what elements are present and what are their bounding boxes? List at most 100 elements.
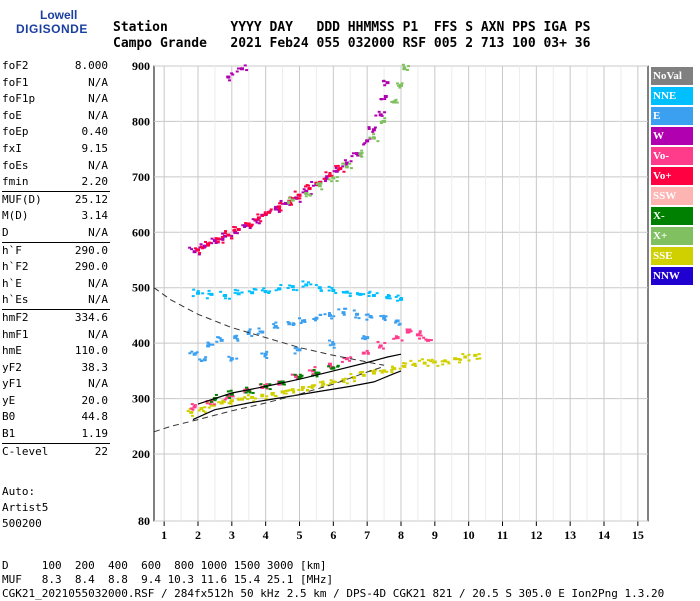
echo-mark-e	[363, 338, 367, 341]
param-value: N/A	[88, 75, 108, 89]
echo-mark-e	[229, 359, 233, 362]
param-row: h`F2 290.0	[2, 259, 110, 276]
echo-mark-sse	[417, 359, 421, 362]
echo-mark-w	[383, 94, 388, 98]
echo-mark-x	[395, 82, 399, 85]
legend-item-x: X-	[651, 207, 693, 225]
echo-mark-w	[192, 250, 197, 254]
echo-mark-nne	[375, 292, 379, 295]
echo-mark-nne	[330, 286, 334, 289]
echo-mark-x	[335, 176, 339, 179]
echo-mark-e	[368, 315, 373, 319]
echo-mark-x	[246, 389, 251, 393]
density-profile-dashed	[153, 287, 385, 366]
x-tick-label: 3	[229, 528, 235, 542]
echo-mark-e	[297, 317, 301, 320]
echo-mark-nne	[356, 292, 360, 295]
param-name: hmE	[2, 344, 22, 358]
echo-mark-e	[192, 352, 197, 356]
echo-mark-x	[383, 117, 387, 120]
param-row: foEs N/A	[2, 158, 110, 175]
echo-mark-sse	[385, 370, 389, 373]
echo-mark-w	[367, 127, 371, 130]
echo-mark-nne	[385, 296, 389, 299]
echo-mark-x	[304, 192, 308, 195]
param-name: foF2	[2, 59, 29, 72]
echo-mark-vo	[199, 245, 203, 248]
echo-mark-e	[327, 313, 332, 317]
echo-mark-nne	[195, 291, 200, 295]
echo-mark-sse	[329, 379, 333, 382]
echo-mark-e	[328, 312, 332, 315]
echo-mark-vo	[340, 360, 344, 363]
echo-mark-vo	[236, 228, 241, 232]
echo-mark-vo	[198, 252, 202, 255]
echo-mark-sse	[265, 395, 269, 398]
echo-mark-vo	[230, 237, 234, 240]
param-value: 20.0	[81, 393, 109, 407]
echo-mark-vo	[208, 241, 212, 244]
echo-mark-vo	[311, 373, 315, 376]
echo-mark-w	[277, 210, 281, 213]
param-value: N/A	[88, 108, 108, 122]
echo-mark-sse	[250, 395, 255, 399]
echo-mark-vo	[415, 333, 420, 337]
echo-mark-e	[384, 315, 388, 318]
echo-mark-x	[402, 67, 407, 71]
echo-mark-x	[225, 394, 229, 397]
echo-mark-vo	[295, 377, 299, 380]
param-value: N/A	[88, 327, 108, 341]
echo-mark-w	[363, 142, 367, 145]
echo-mark-nne	[301, 285, 305, 288]
echo-mark-nne	[219, 290, 223, 293]
echo-mark-e	[303, 320, 307, 323]
y-tick-label: 800	[132, 114, 150, 128]
echo-mark-e	[314, 316, 319, 320]
echo-mark-nne	[327, 285, 331, 288]
echo-mark-sse	[429, 360, 433, 363]
echo-mark-vo	[206, 244, 210, 247]
y-tick-label: 80	[138, 514, 150, 528]
y-tick-label: 700	[132, 170, 150, 184]
echo-mark-nne	[279, 284, 283, 287]
param-value: 334.6	[74, 310, 108, 324]
echo-mark-sse	[349, 373, 353, 376]
param-separator	[2, 241, 110, 243]
echo-mark-sse	[284, 389, 288, 392]
echo-mark-sse	[390, 371, 394, 374]
echo-mark-e	[236, 339, 240, 342]
echo-mark-e	[227, 355, 231, 358]
echo-mark-x	[248, 391, 252, 394]
echo-mark-e	[337, 308, 341, 311]
echo-mark-e	[327, 339, 331, 342]
echo-mark-sse	[436, 364, 440, 367]
echo-mark-x	[268, 383, 272, 386]
param-row: M(D) 3.14	[2, 208, 110, 225]
echo-mark-sse	[426, 364, 430, 367]
param-value: 1.19	[81, 427, 109, 441]
echo-mark-x	[317, 184, 322, 188]
echo-mark-w	[235, 232, 239, 235]
echo-mark-vo	[383, 341, 387, 344]
echo-mark-w	[243, 225, 247, 228]
echo-mark-sse	[413, 364, 417, 367]
echo-mark-w	[311, 184, 315, 187]
logo-line1: Lowell	[40, 8, 78, 22]
param-row: foEp 0.40	[2, 124, 110, 141]
echo-mark-e	[188, 352, 192, 355]
echo-mark-vo	[312, 370, 316, 373]
echo-mark-x	[327, 178, 331, 181]
y-tick-label: 400	[132, 336, 150, 350]
echo-mark-w	[279, 199, 283, 202]
echo-mark-sse	[284, 392, 288, 395]
echo-mark-sse	[459, 358, 463, 361]
echo-mark-x	[348, 162, 352, 165]
echo-mark-vo	[191, 408, 195, 411]
echo-mark-vo	[223, 232, 227, 235]
echo-mark-nne	[387, 294, 391, 297]
echo-mark-w	[274, 205, 278, 208]
legend-item-vo: Vo+	[651, 167, 693, 185]
echo-mark-vo	[296, 193, 300, 196]
echo-mark-sse	[442, 359, 447, 363]
echo-mark-nne	[399, 297, 403, 301]
